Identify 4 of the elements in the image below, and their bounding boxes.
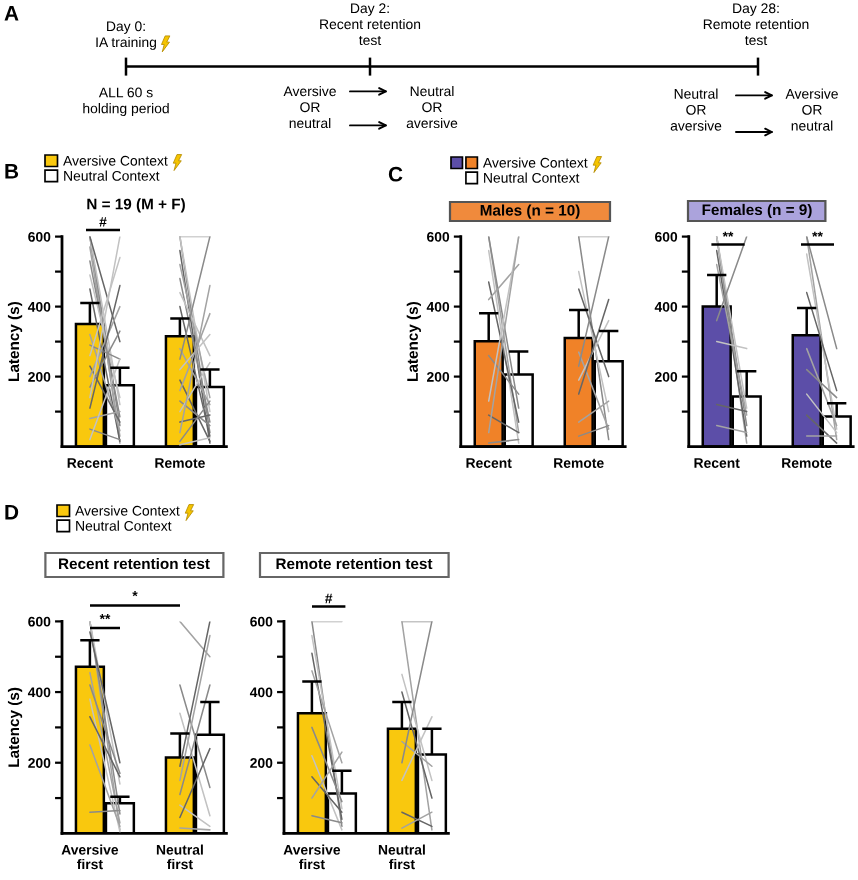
text: B	[5, 164, 19, 179]
text: C	[388, 166, 403, 182]
text: A	[4, 6, 19, 21]
text: D	[5, 505, 19, 520]
